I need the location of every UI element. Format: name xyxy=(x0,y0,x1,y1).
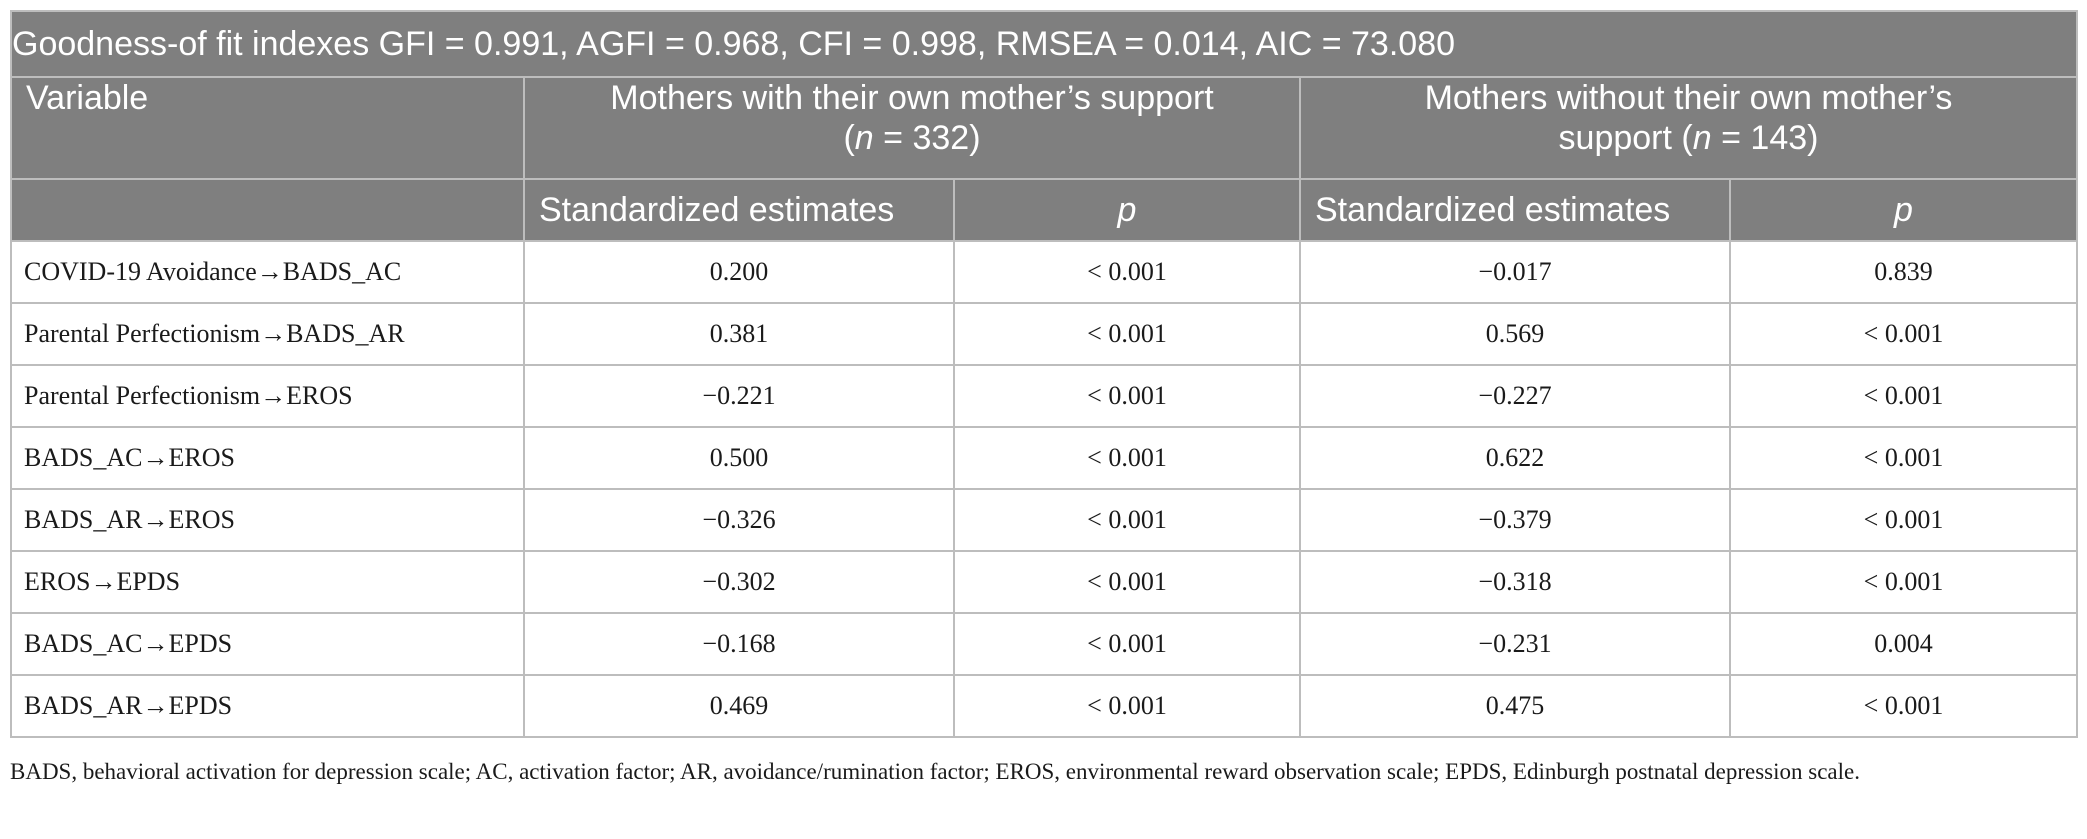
with-p-cell: < 0.001 xyxy=(953,612,1301,676)
variable-cell: EROS→EPDS xyxy=(10,550,525,614)
group-with-line1: Mothers with their own mother’s support xyxy=(610,79,1214,117)
with-p-cell: < 0.001 xyxy=(953,240,1301,304)
with-estimate-cell: −0.302 xyxy=(523,550,955,614)
table-row: EROS→EPDS −0.302 < 0.001 −0.318 < 0.001 xyxy=(10,550,2079,614)
group-with-n-symbol: n xyxy=(854,119,874,157)
with-p-cell: < 0.001 xyxy=(953,364,1301,428)
variable-cell: Parental Perfectionism→EROS xyxy=(10,364,525,428)
table-row: BADS_AR→EPDS 0.469 < 0.001 0.475 < 0.001 xyxy=(10,674,2079,738)
variable-header: Variable xyxy=(10,76,525,180)
without-estimate-cell: −0.318 xyxy=(1299,550,1731,614)
without-p-cell: 0.839 xyxy=(1728,240,2079,304)
without-estimate-cell: 0.622 xyxy=(1299,426,1731,490)
with-p-header: p xyxy=(953,178,1301,242)
group-without-n-value: = 143) xyxy=(1711,119,1819,157)
with-p-cell: < 0.001 xyxy=(953,488,1301,552)
with-estimate-cell: 0.469 xyxy=(523,674,955,738)
goodness-of-fit-row: Goodness-of fit indexes GFI = 0.991, AGF… xyxy=(9,10,2079,78)
without-p-cell: < 0.001 xyxy=(1728,426,2079,490)
with-p-cell: < 0.001 xyxy=(953,550,1301,614)
without-estimate-cell: −0.231 xyxy=(1299,612,1731,676)
without-p-cell: < 0.001 xyxy=(1728,550,2079,614)
without-p-cell: < 0.001 xyxy=(1728,302,2079,366)
variable-cell: BADS_AR→EPDS xyxy=(10,674,525,738)
with-p-cell: < 0.001 xyxy=(953,674,1301,738)
group-with-support-header: Mothers with their own mother’s support … xyxy=(523,76,1301,180)
variable-cell: BADS_AC→EROS xyxy=(10,426,525,490)
variable-cell: COVID-19 Avoidance→BADS_AC xyxy=(10,240,525,304)
table-row: BADS_AC→EROS 0.500 < 0.001 0.622 < 0.001 xyxy=(10,426,2079,490)
group-with-n-value: = 332) xyxy=(873,119,981,157)
with-estimates-header: Standardized estimates xyxy=(523,178,955,242)
without-p-cell: < 0.001 xyxy=(1728,488,2079,552)
without-estimate-cell: 0.475 xyxy=(1299,674,1731,738)
group-with-open-paren: ( xyxy=(843,119,855,157)
with-estimate-cell: −0.168 xyxy=(523,612,955,676)
without-estimate-cell: 0.569 xyxy=(1299,302,1731,366)
without-estimate-cell: −0.379 xyxy=(1299,488,1731,552)
group-without-support-header: Mothers without their own mother’s suppo… xyxy=(1298,76,2079,180)
goodness-of-fit-text: Goodness-of fit indexes GFI = 0.991, AGF… xyxy=(9,10,2079,78)
results-table: Goodness-of fit indexes GFI = 0.991, AGF… xyxy=(9,10,2079,738)
without-p-cell: 0.004 xyxy=(1728,612,2079,676)
with-estimate-cell: 0.500 xyxy=(523,426,955,490)
with-estimate-cell: 0.200 xyxy=(523,240,955,304)
table-row: Parental Perfectionism→BADS_AR 0.381 < 0… xyxy=(10,302,2079,366)
without-estimates-header: Standardized estimates xyxy=(1299,178,1731,242)
table-row: BADS_AC→EPDS −0.168 < 0.001 −0.231 0.004 xyxy=(10,612,2079,676)
table-row: BADS_AR→EROS −0.326 < 0.001 −0.379 < 0.0… xyxy=(10,488,2079,552)
group-without-n-symbol: n xyxy=(1692,119,1712,157)
without-estimate-cell: −0.227 xyxy=(1299,364,1731,428)
table-row: COVID-19 Avoidance→BADS_AC 0.200 < 0.001… xyxy=(10,240,2079,304)
group-header-row: Variable Mothers with their own mother’s… xyxy=(10,76,2079,180)
variable-cell: BADS_AC→EPDS xyxy=(10,612,525,676)
with-p-cell: < 0.001 xyxy=(953,302,1301,366)
group-without-line2-prefix: support ( xyxy=(1558,119,1693,157)
with-estimate-cell: 0.381 xyxy=(523,302,955,366)
variable-cell: Parental Perfectionism→BADS_AR xyxy=(10,302,525,366)
table-container: Goodness-of fit indexes GFI = 0.991, AGF… xyxy=(9,10,2079,792)
without-p-cell: < 0.001 xyxy=(1728,674,2079,738)
with-estimate-cell: −0.221 xyxy=(523,364,955,428)
with-estimate-cell: −0.326 xyxy=(523,488,955,552)
group-without-line1: Mothers without their own mother’s xyxy=(1424,79,1953,117)
variable-cell: BADS_AR→EROS xyxy=(10,488,525,552)
without-p-header: p xyxy=(1728,178,2079,242)
without-p-cell: < 0.001 xyxy=(1728,364,2079,428)
without-estimate-cell: −0.017 xyxy=(1299,240,1731,304)
table-row: Parental Perfectionism→EROS −0.221 < 0.0… xyxy=(10,364,2079,428)
with-p-cell: < 0.001 xyxy=(953,426,1301,490)
subheader-row: Standardized estimates p Standardized es… xyxy=(10,178,2079,242)
table-footnote: BADS, behavioral activation for depressi… xyxy=(10,759,1860,784)
subheader-blank xyxy=(10,178,525,242)
